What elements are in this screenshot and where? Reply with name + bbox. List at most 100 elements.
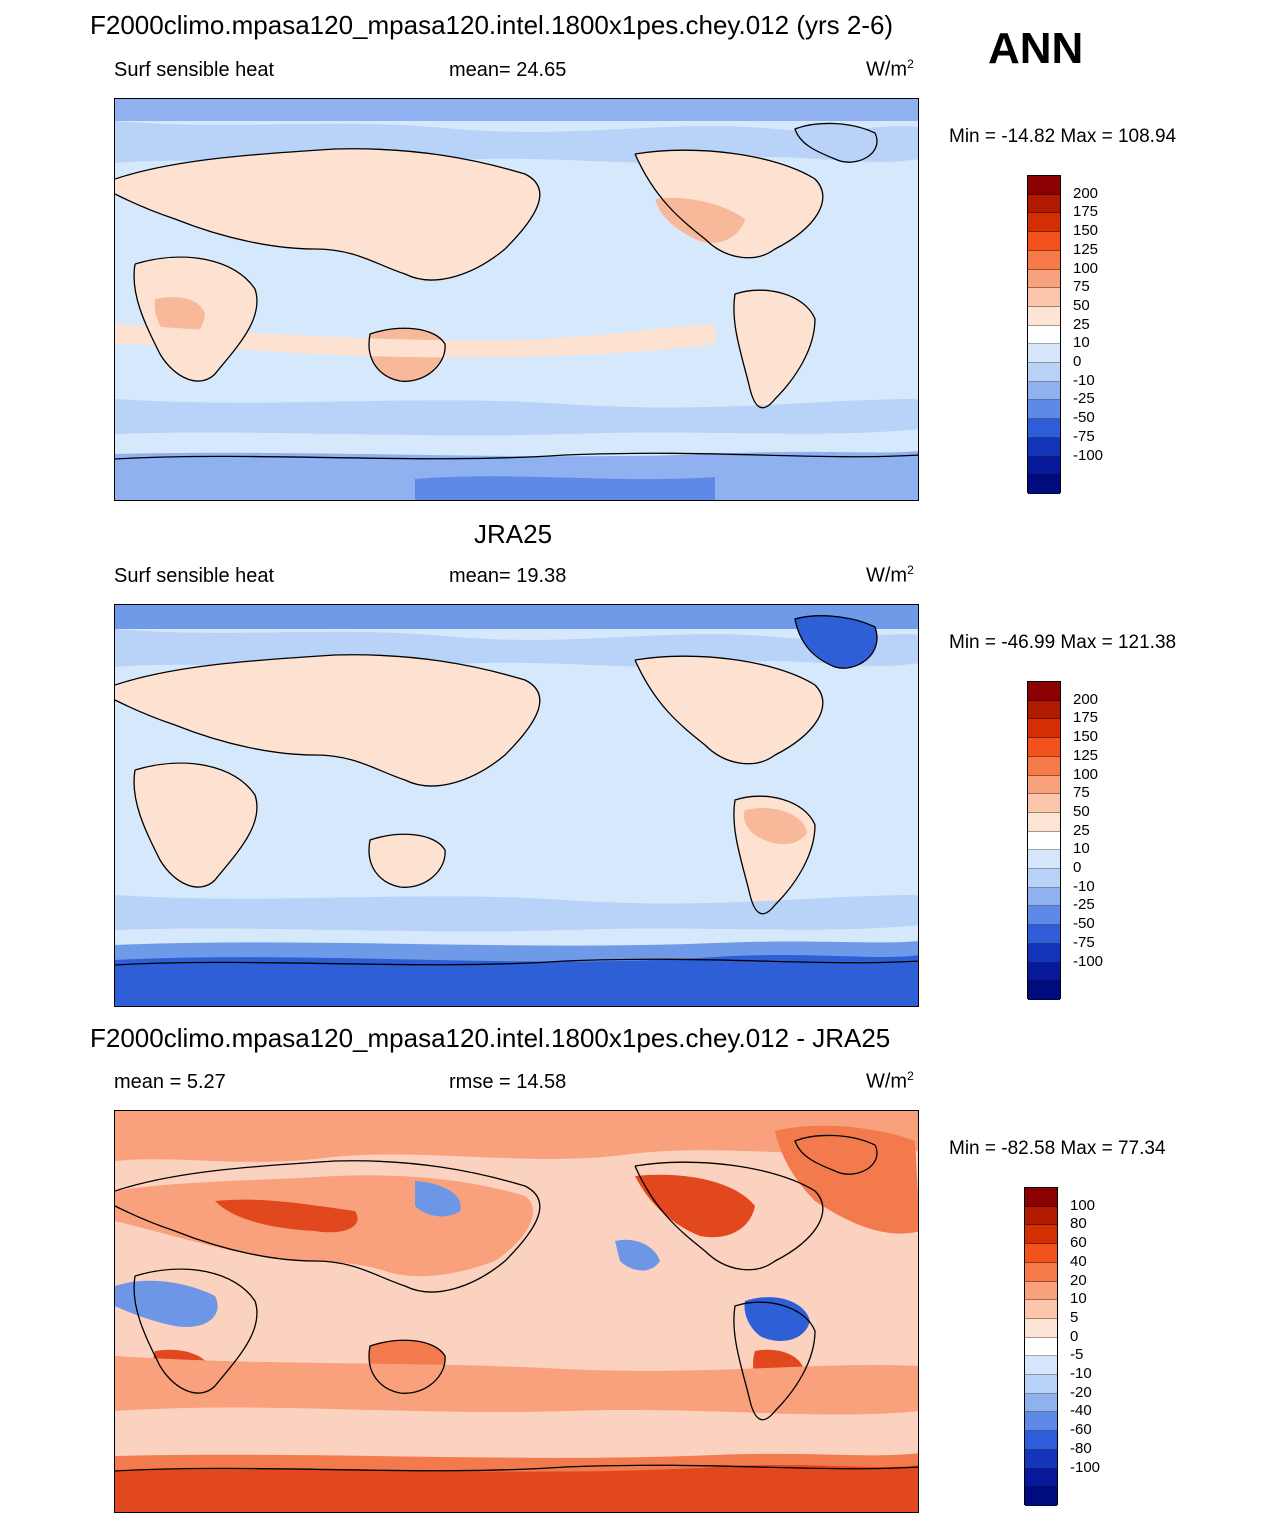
panel-2-minmax: Min = -46.99 Max = 121.38 [949,632,1177,653]
colorbar-swatch [1025,1412,1057,1432]
panel-3-title: F2000climo.mpasa120_mpasa120.intel.1800x… [90,1023,891,1053]
colorbar-tick-label: 40 [1070,1252,1087,1270]
colorbar-swatch [1028,232,1060,251]
colorbar-tick-label: 25 [1073,821,1090,839]
colorbar-tick-label: -5 [1070,1346,1084,1364]
panel-3-mean-label: mean = 5.27 [114,1071,226,1093]
panel-2-units: W/m2 [866,563,914,587]
colorbar-swatch [1028,194,1060,214]
panel-3-units: W/m2 [866,1069,914,1093]
colorbar-swatch [1025,1337,1057,1357]
colorbar-tick-label: -100 [1070,1458,1101,1476]
colorbar-tick-label: 75 [1073,278,1090,296]
colorbar-tick-label: -20 [1070,1383,1092,1401]
colorbar-tick-label: -40 [1070,1402,1092,1420]
colorbar-swatch [1028,682,1060,701]
colorbar-swatch [1028,812,1060,832]
colorbar-tick-label: 125 [1073,746,1099,764]
colorbar-tick-label: 100 [1073,765,1099,783]
colorbar-swatch [1028,906,1060,926]
colorbar-swatch [1025,1393,1057,1413]
colorbar-tick-label: -80 [1070,1439,1092,1457]
colorbar-swatch [1028,250,1060,270]
colorbar-swatch [1025,1262,1057,1282]
colorbar-swatch [1028,419,1060,438]
colorbar-swatch [1028,344,1060,364]
colorbar-swatch [1025,1244,1057,1263]
colorbar-swatch [1028,269,1060,289]
colorbar-swatch [1025,1449,1057,1469]
colorbar-swatch [1028,325,1060,345]
panel-3-rmse-label: rmse = 14.58 [449,1071,567,1093]
colorbar-tick-label: 5 [1070,1308,1079,1326]
colorbar-swatch [1028,363,1060,382]
colorbar-swatch [1025,1375,1057,1394]
panel-2-map [114,604,919,1007]
colorbar-tick-label: 10 [1073,840,1090,858]
colorbar-swatch [1028,738,1060,757]
colorbar-tick-label: 175 [1073,203,1099,221]
colorbar-tick-label: -10 [1073,371,1095,389]
colorbar-swatch [1028,700,1060,720]
panel-1-map [114,98,919,501]
panel-1-variable-label: Surf sensible heat [114,59,275,81]
colorbar-tick-label: 150 [1073,222,1099,240]
colorbar-tick-label: 150 [1073,728,1099,746]
colorbar-tick-label: -100 [1073,446,1104,464]
colorbar-swatch [1028,437,1060,457]
colorbar-tick-label: -10 [1073,877,1095,895]
colorbar-swatch [1028,381,1060,401]
colorbar-swatch [1025,1468,1057,1488]
panel-2-title: JRA25 [474,519,553,549]
panel-3-map [114,1110,919,1513]
colorbar-tick-label: 0 [1070,1327,1079,1345]
colorbar-tick-label: 25 [1073,315,1090,333]
colorbar-swatch [1028,794,1060,813]
colorbar-tick-label: 50 [1073,802,1090,820]
colorbar-swatch [1028,756,1060,776]
colorbar-tick-label: -75 [1073,933,1095,951]
colorbar-swatch [1028,850,1060,870]
colorbar-tick-label: 20 [1070,1271,1087,1289]
colorbar-tick-label: 10 [1073,334,1090,352]
colorbar-swatch [1025,1431,1057,1450]
colorbar-tick-label: 10 [1070,1290,1087,1308]
colorbar-swatch [1028,176,1060,195]
colorbar-tick-label: -60 [1070,1421,1092,1439]
colorbar-tick-label: -25 [1073,390,1095,408]
colorbar-swatch [1025,1281,1057,1301]
colorbar-swatch [1025,1206,1057,1226]
colorbar-swatch [1028,831,1060,851]
colorbar-swatch [1028,213,1060,233]
colorbar-swatch [1028,400,1060,420]
colorbar-swatch [1025,1318,1057,1338]
colorbar-swatch [1028,981,1060,1000]
panel-2-variable-label: Surf sensible heat [114,565,275,587]
panel-3-minmax: Min = -82.58 Max = 77.34 [949,1138,1166,1159]
colorbar-swatch [1028,962,1060,982]
colorbar-swatch [1028,456,1060,476]
colorbar-swatch [1028,775,1060,795]
panel-2-mean-label: mean= 19.38 [449,565,567,587]
panel-1-mean-label: mean= 24.65 [449,59,567,81]
panel-1-title: F2000climo.mpasa120_mpasa120.intel.1800x… [90,10,894,40]
colorbar-tick-label: 80 [1070,1215,1087,1233]
colorbar-swatch [1028,719,1060,739]
colorbar-tick-label: 100 [1073,259,1099,277]
panel-1-colorbar-swatches [1027,175,1061,494]
colorbar-tick-label: 0 [1073,859,1082,877]
colorbar-tick-label: 125 [1073,240,1099,258]
colorbar-tick-label: 50 [1073,296,1090,314]
colorbar-swatch [1025,1487,1057,1506]
panel-2-colorbar-swatches [1027,681,1061,1000]
colorbar-tick-label: 60 [1070,1234,1087,1252]
panel-3-colorbar-swatches [1024,1187,1058,1506]
colorbar-tick-label: -10 [1070,1365,1092,1383]
colorbar-tick-label: -50 [1073,409,1095,427]
colorbar-tick-label: 175 [1073,709,1099,727]
colorbar-tick-label: -50 [1073,915,1095,933]
colorbar-swatch [1025,1356,1057,1376]
colorbar-swatch [1025,1188,1057,1207]
panel-1-minmax: Min = -14.82 Max = 108.94 [949,126,1177,147]
colorbar-tick-label: 200 [1073,690,1099,708]
